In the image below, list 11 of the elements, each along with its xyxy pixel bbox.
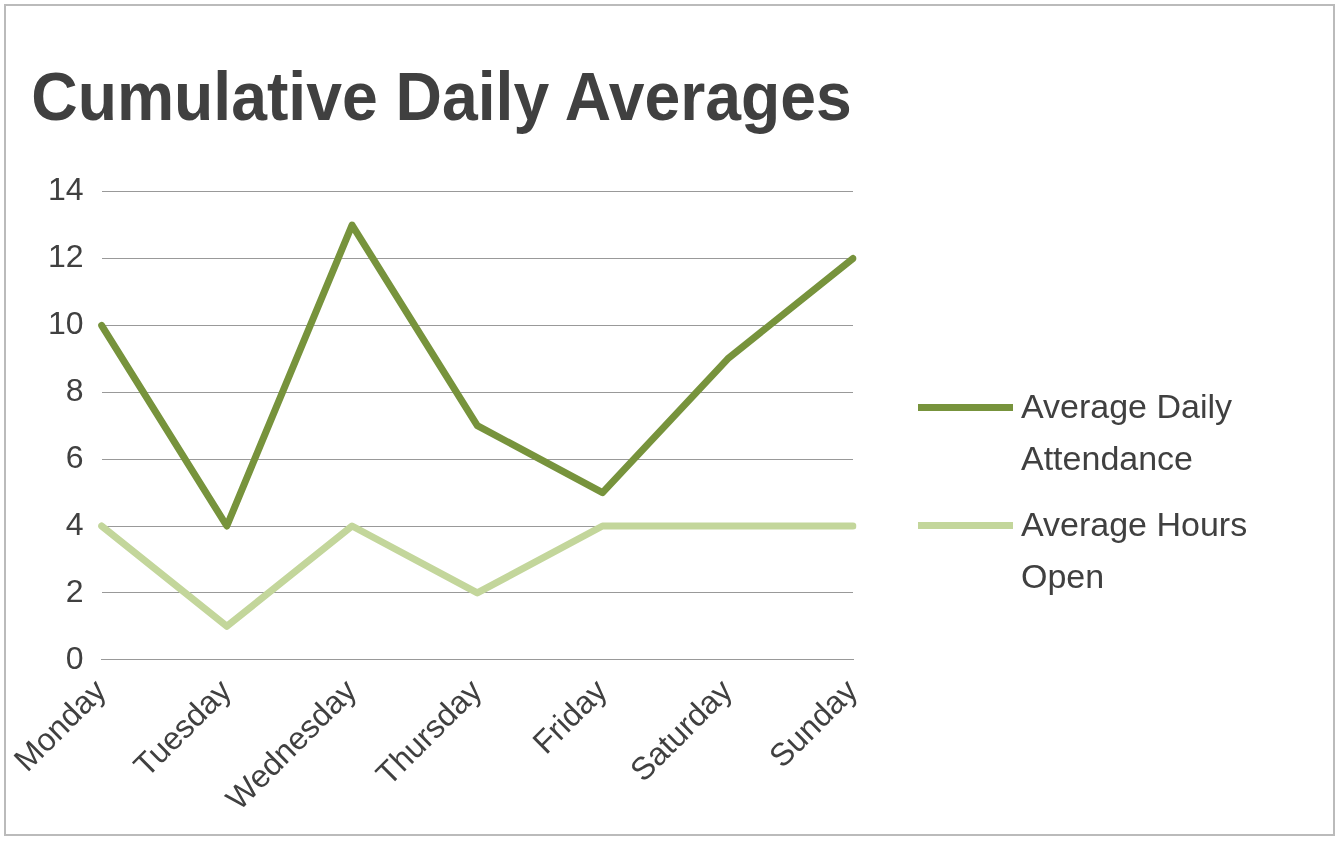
y-tick-label: 4 (65, 505, 84, 542)
y-tick-label: 6 (65, 438, 84, 475)
y-tick-label: 0 (65, 639, 84, 676)
y-tick-label: 14 (48, 171, 84, 208)
y-tick-label: 2 (65, 572, 84, 609)
y-tick-label: 12 (48, 238, 84, 275)
y-tick-label: 8 (65, 372, 84, 409)
legend-label: Average Hours Open (1021, 504, 1249, 597)
y-tick-label: 10 (48, 305, 84, 342)
legend-label: Average Daily Attendance (1021, 386, 1234, 479)
chart-title: Cumulative Daily Averages (31, 57, 852, 134)
